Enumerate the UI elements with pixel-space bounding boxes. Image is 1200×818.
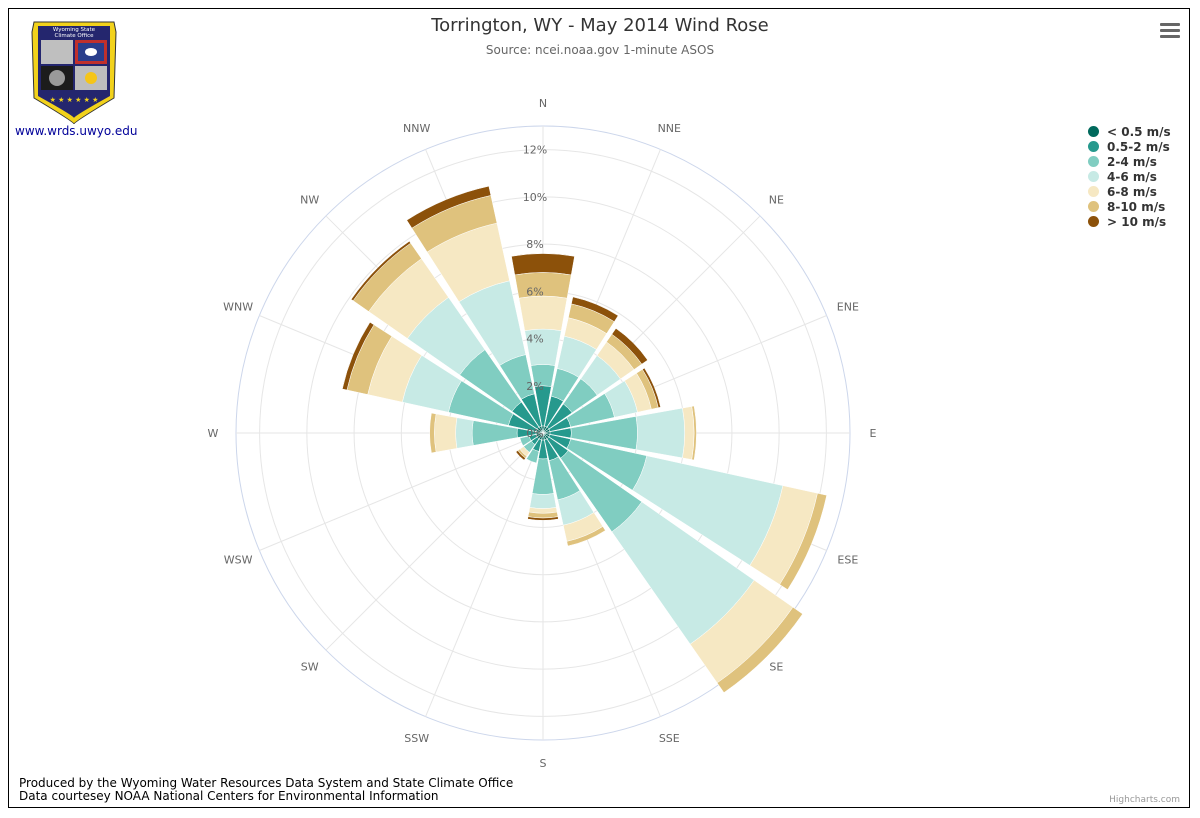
legend-swatch: [1088, 201, 1099, 212]
chart-frame: [8, 8, 1190, 808]
legend-swatch: [1088, 141, 1099, 152]
direction-label-w: W: [208, 427, 219, 440]
radial-tick-label: 8%: [526, 238, 543, 251]
legend-swatch: [1088, 126, 1099, 137]
climate-office-logo: Wyoming State Climate Office ★ ★ ★ ★ ★ ★: [31, 21, 117, 125]
radial-tick-label: 12%: [523, 144, 547, 157]
direction-label-se: SE: [769, 660, 783, 673]
rose-bar-wnw-series-6[interactable]: [342, 321, 375, 391]
grid-spoke: [259, 432, 544, 551]
rose-bar-sw-series-6[interactable]: [515, 450, 526, 461]
wind-rose-bars: [342, 185, 828, 693]
footer-line-1: Produced by the Wyoming Water Resources …: [19, 776, 514, 790]
direction-label-nne: NNE: [658, 122, 681, 135]
legend-label: 2-4 m/s: [1107, 154, 1157, 169]
radial-tick-label: 4%: [526, 333, 543, 346]
radial-tick-label: 0%: [526, 427, 543, 440]
rose-bar-s-series-3[interactable]: [529, 493, 557, 509]
legend-item-6[interactable]: > 10 m/s: [1088, 214, 1171, 229]
rose-bar-w-series-5[interactable]: [429, 412, 437, 454]
chart-title: Torrington, WY - May 2014 Wind Rose: [431, 15, 769, 36]
rose-bar-n-series-4[interactable]: [518, 295, 568, 332]
rose-bar-ssw-series-2[interactable]: [526, 448, 540, 464]
direction-label-ese: ESE: [837, 553, 858, 566]
hamburger-menu-icon: [1160, 23, 1180, 26]
rose-bar-e-series-5[interactable]: [691, 405, 697, 461]
rose-bar-ene-series-6[interactable]: [642, 367, 661, 408]
legend-swatch: [1088, 156, 1099, 167]
legend-label: < 0.5 m/s: [1107, 124, 1171, 139]
svg-text:★ ★ ★ ★ ★ ★: ★ ★ ★ ★ ★ ★: [50, 96, 99, 104]
logo-line-1: Wyoming State: [53, 27, 96, 33]
rose-bar-e-series-3[interactable]: [635, 407, 685, 459]
footer-line-2: Data courtesey NOAA National Centers for…: [19, 789, 439, 803]
legend-swatch: [1088, 171, 1099, 182]
legend-item-1[interactable]: 0.5-2 m/s: [1088, 139, 1171, 154]
direction-label-sw: SW: [301, 660, 319, 673]
rose-bar-ne-series-6[interactable]: [611, 328, 648, 365]
legend-item-3[interactable]: 4-6 m/s: [1088, 169, 1171, 184]
direction-label-wsw: WSW: [224, 553, 253, 566]
legend-label: 6-8 m/s: [1107, 184, 1157, 199]
legend-label: 8-10 m/s: [1107, 199, 1166, 214]
direction-labels: N NNE NE ENE E ESE SE SSE S SSW SW WSW W WNW NW NNW: [208, 97, 877, 770]
rose-bar-se-series-5[interactable]: [716, 606, 803, 693]
radial-tick-label: 6%: [526, 285, 543, 298]
rose-bar-w-series-4[interactable]: [434, 413, 458, 453]
direction-label-e: E: [870, 427, 877, 440]
wrds-website-link[interactable]: www.wrds.uwyo.edu: [15, 124, 138, 138]
direction-label-nw: NW: [300, 194, 319, 207]
chart-subtitle: Source: ncei.noaa.gov 1-minute ASOS: [485, 43, 715, 57]
rose-bar-sse-series-5[interactable]: [566, 526, 606, 547]
direction-label-ene: ENE: [837, 301, 859, 314]
legend: < 0.5 m/s 0.5-2 m/s 2-4 m/s 4-6 m/s 6-8 m/s 8…: [1088, 124, 1171, 229]
legend-swatch: [1088, 216, 1099, 227]
legend-item-0[interactable]: < 0.5 m/s: [1088, 124, 1171, 139]
radial-tick-label: 2%: [526, 380, 543, 393]
legend-label: 4-6 m/s: [1107, 169, 1157, 184]
rose-bar-wsw-series-2[interactable]: [519, 435, 532, 447]
direction-label-sse: SSE: [659, 732, 680, 745]
rose-bar-nnw-series-6[interactable]: [406, 185, 492, 229]
direction-label-s: S: [540, 757, 547, 770]
chart-context-menu-button[interactable]: [1158, 21, 1182, 39]
highcharts-credit-link[interactable]: Highcharts.com: [1109, 795, 1180, 805]
legend-item-4[interactable]: 6-8 m/s: [1088, 184, 1171, 199]
grid-spoke: [425, 432, 544, 717]
rose-bar-w-series-3[interactable]: [455, 417, 474, 449]
rose-bar-ese-series-5[interactable]: [779, 492, 828, 590]
direction-label-n: N: [539, 97, 547, 110]
direction-label-ssw: SSW: [404, 732, 429, 745]
rose-bar-s-series-6[interactable]: [527, 516, 559, 521]
direction-label-ne: NE: [769, 194, 784, 207]
rose-bar-nne-series-6[interactable]: [571, 296, 619, 322]
legend-swatch: [1088, 186, 1099, 197]
radial-tick-label: 10%: [523, 191, 547, 204]
direction-label-nnw: NNW: [403, 122, 430, 135]
rose-bar-nw-series-6[interactable]: [350, 240, 412, 302]
legend-item-5[interactable]: 8-10 m/s: [1088, 199, 1171, 214]
grid-spoke: [325, 432, 544, 651]
legend-label: 0.5-2 m/s: [1107, 139, 1170, 154]
rose-bar-n-series-6[interactable]: [511, 253, 575, 276]
radial-tick-labels: 0% 2% 4% 6% 8% 10% 12%: [523, 144, 547, 440]
direction-label-wnw: WNW: [223, 301, 253, 314]
legend-item-2[interactable]: 2-4 m/s: [1088, 154, 1171, 169]
footer-credits: Produced by the Wyoming Water Resources …: [19, 777, 513, 803]
legend-label: > 10 m/s: [1107, 214, 1167, 229]
logo-line-2: Climate Office: [55, 33, 95, 39]
